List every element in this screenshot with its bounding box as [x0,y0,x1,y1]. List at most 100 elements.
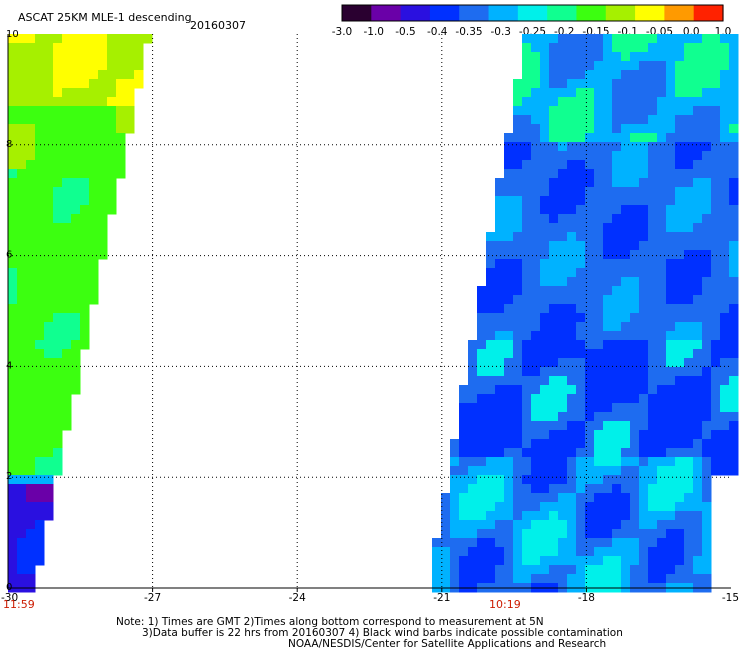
swath-cell-left [53,286,63,296]
swath-cell-right [621,88,631,98]
swath-cell-right [450,484,460,494]
swath-cell-right [513,448,523,458]
swath-cell-right [576,547,586,557]
swath-cell-left [44,88,54,98]
swath-cell-right [729,376,739,386]
swath-cell-right [612,394,622,404]
swath-cell-right [693,88,703,98]
swath-cell-right [648,295,658,305]
swath-cell-right [657,358,667,368]
swath-cell-right [585,259,595,269]
swath-cell-right [594,295,604,305]
swath-cell-right [540,457,550,467]
swath-cell-right [720,376,730,386]
swath-cell-left [80,34,90,44]
swath-cell-right [513,565,523,575]
swath-cell-right [567,277,577,287]
swath-cell-right [567,61,577,71]
right-swath-time: 10:19 [489,598,521,611]
swath-cell-right [486,322,496,332]
swath-cell-right [603,97,613,107]
swath-cell-left [80,232,90,242]
swath-cell-right [486,574,496,584]
swath-cell-left [44,304,54,314]
swath-cell-right [585,466,595,476]
swath-cell-left [35,547,45,557]
swath-cell-right [729,115,739,125]
swath-cell-left [89,34,99,44]
swath-cell-right [585,196,595,206]
swath-cell-right [693,502,703,512]
swath-cell-right [468,475,478,485]
swath-cell-right [513,313,523,323]
swath-cell-right [477,385,487,395]
swath-cell-left [8,385,18,395]
swath-cell-right [666,142,676,152]
swath-cell-right [693,142,703,152]
swath-cell-left [17,106,27,116]
swath-cell-right [576,295,586,305]
swath-cell-right [612,430,622,440]
swath-cell-right [711,61,721,71]
swath-cell-right [684,322,694,332]
swath-cell-right [486,268,496,278]
swath-cell-right [477,322,487,332]
swath-cell-right [720,232,730,242]
swath-cell-right [720,34,730,44]
swath-cell-right [603,529,613,539]
swath-cell-right [711,160,721,170]
swath-cell-right [531,34,541,44]
swath-cell-right [648,412,658,422]
swath-cell-right [666,115,676,125]
swath-cell-right [666,547,676,557]
swath-cell-right [486,484,496,494]
swath-cell-right [684,250,694,260]
swath-cell-right [513,79,523,89]
swath-cell-right [468,385,478,395]
swath-cell-left [98,88,108,98]
swath-cell-right [630,493,640,503]
swath-cell-right [639,88,649,98]
swath-cell-left [80,241,90,251]
swath-cell-left [35,313,45,323]
swath-cell-right [639,268,649,278]
swath-cell-right [657,565,667,575]
swath-cell-right [684,169,694,179]
swath-cell-left [62,331,72,341]
swath-cell-right [441,529,451,539]
swath-cell-left [26,574,36,584]
swath-cell-right [549,520,559,530]
swath-cell-right [630,178,640,188]
swath-cell-right [630,268,640,278]
swath-cell-right [585,133,595,143]
swath-cell-right [684,439,694,449]
swath-cell-left [44,70,54,80]
swath-cell-right [594,340,604,350]
swath-cell-right [558,196,568,206]
swath-cell-right [720,430,730,440]
swath-cell-left [35,133,45,143]
swath-cell-left [107,187,117,197]
swath-cell-right [504,484,514,494]
swath-cell-right [639,439,649,449]
swath-cell-right [639,133,649,143]
swath-cell-right [549,457,559,467]
swath-cell-left [44,511,54,521]
swath-cell-right [639,250,649,260]
swath-cell-right [684,34,694,44]
swath-cell-left [80,295,90,305]
swath-cell-right [594,52,604,62]
swath-cell-right [666,205,676,215]
swath-cell-left [8,106,18,116]
swath-cell-right [603,412,613,422]
swath-cell-right [522,547,532,557]
swath-cell-right [504,376,514,386]
swath-cell-right [612,331,622,341]
swath-cell-right [495,385,505,395]
swath-cell-right [684,394,694,404]
swath-cell-right [486,340,496,350]
swath-cell-right [621,412,631,422]
swath-cell-right [675,484,685,494]
swath-cell-left [71,187,81,197]
swath-cell-right [684,232,694,242]
